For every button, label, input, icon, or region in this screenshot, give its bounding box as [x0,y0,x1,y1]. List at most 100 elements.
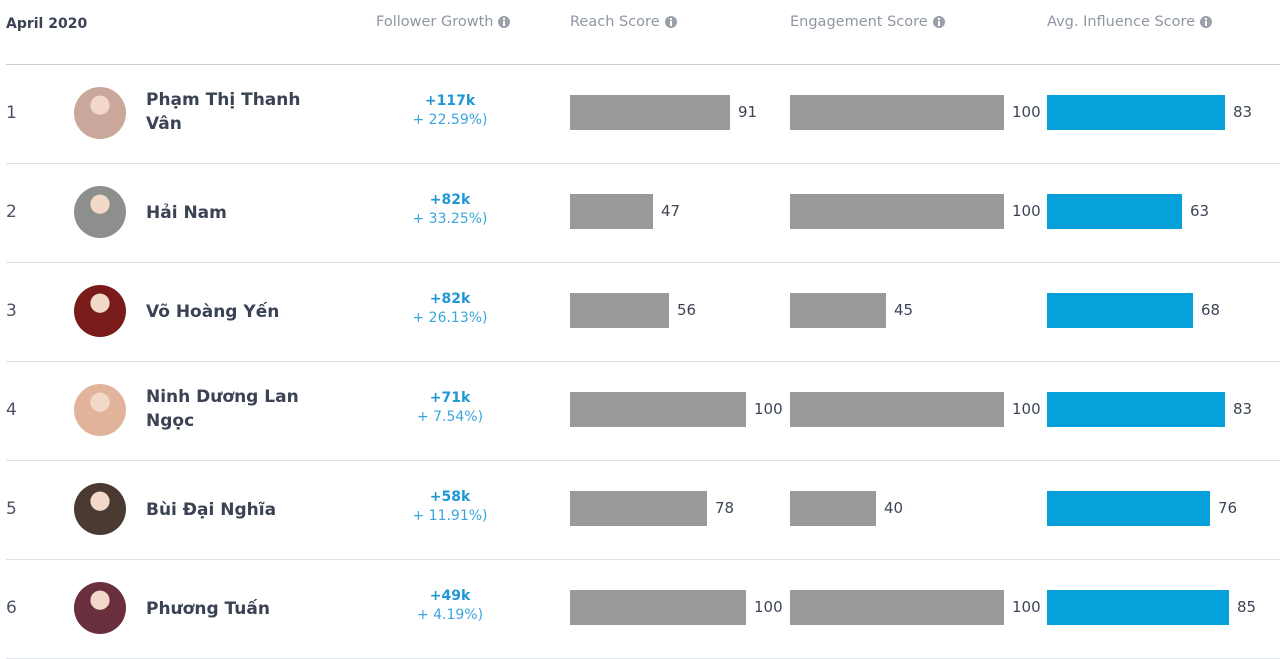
influence-score-value: 83 [1233,400,1253,418]
column-header-label: Avg. Influence Score [1047,14,1196,30]
column-header-follower-growth[interactable]: Follower Growth [376,14,511,30]
column-header-reach-score[interactable]: Reach Score [570,14,677,30]
growth-value: +117k [424,93,476,109]
avatar[interactable] [74,87,126,139]
ranking-list: 1 Phạm Thị Thanh Vân +117k + 22.59%) 91 100 83… [0,65,1280,659]
reach-score-value: 100 [754,598,783,616]
follower-growth: +49k + 4.19%) [400,588,500,623]
influence-score-bar [1047,590,1229,625]
growth-percent: + 11.91%) [412,508,488,524]
influence-score-bar [1047,194,1182,229]
growth-percent: + 7.54%) [416,409,484,425]
engagement-score-bar [790,392,1004,427]
engagement-score-bar [790,293,886,328]
engagement-score-value: 100 [1012,103,1041,121]
follower-growth: +82k + 26.13%) [400,291,500,326]
rank-number: 4 [6,400,17,420]
rank-number: 5 [6,499,17,519]
rank-number: 2 [6,202,17,222]
influence-score-bar [1047,491,1210,526]
reach-score-bar [570,392,746,427]
follower-growth: +82k + 33.25%) [400,192,500,227]
influence-score-value: 63 [1190,202,1210,220]
engagement-score-value: 45 [894,301,914,319]
influence-score-value: 68 [1201,301,1221,319]
influencer-name[interactable]: Ninh Dương Lan Ngọc [146,387,299,431]
avatar[interactable] [74,285,126,337]
growth-percent: + 26.13%) [412,310,488,326]
info-icon[interactable] [498,16,511,28]
rank-number: 3 [6,301,17,321]
influencer-name[interactable]: Hải Nam [146,203,227,223]
follower-growth: +71k + 7.54%) [400,390,500,425]
column-header-label: Follower Growth [376,14,494,30]
influence-score-bar [1047,392,1225,427]
table-header: April 2020 Follower Growth Reach Score E… [0,0,1280,64]
influencer-name[interactable]: Võ Hoàng Yến [146,302,280,322]
rank-number: 6 [6,598,17,618]
table-row[interactable]: 5 Bùi Đại Nghĩa +58k + 11.91%) 78 40 76 [6,461,1280,560]
rank-number: 1 [6,103,17,123]
reach-score-bar [570,590,746,625]
column-header-label: Engagement Score [790,14,928,30]
table-row[interactable]: 2 Hải Nam +82k + 33.25%) 47 100 63 [6,164,1280,263]
avatar[interactable] [74,384,126,436]
growth-value: +71k [429,390,471,406]
influencer-name[interactable]: Bùi Đại Nghĩa [146,500,277,520]
avatar[interactable] [74,186,126,238]
growth-percent: + 22.59%) [412,112,488,128]
reach-score-value: 47 [661,202,681,220]
influence-score-value: 83 [1233,103,1253,121]
table-row[interactable]: 1 Phạm Thị Thanh Vân +117k + 22.59%) 91 100 83 [6,65,1280,164]
table-row[interactable]: 3 Võ Hoàng Yến +82k + 26.13%) 56 45 68 [6,263,1280,362]
growth-value: +82k [429,192,471,208]
growth-percent: + 33.25%) [412,211,488,227]
influence-score-bar [1047,293,1193,328]
info-icon[interactable] [932,16,945,28]
growth-value: +49k [429,588,471,604]
engagement-score-bar [790,95,1004,130]
avatar[interactable] [74,483,126,535]
column-header-engagement-score[interactable]: Engagement Score [790,14,945,30]
avatar-image [74,483,126,535]
engagement-score-value: 100 [1012,400,1041,418]
reach-score-bar [570,293,669,328]
table-row[interactable]: 4 Ninh Dương Lan Ngọc +71k + 7.54%) 100 100 83 [6,362,1280,461]
table-row[interactable]: 6 Phương Tuấn +49k + 4.19%) 100 100 85 [6,560,1280,659]
growth-value: +58k [429,489,471,505]
reach-score-value: 78 [715,499,735,517]
column-header-influence-score[interactable]: Avg. Influence Score [1047,14,1213,30]
column-header-label: Reach Score [570,14,660,30]
follower-growth: +117k + 22.59%) [400,93,500,128]
info-icon[interactable] [664,16,677,28]
follower-growth: +58k + 11.91%) [400,489,500,524]
reach-score-value: 100 [754,400,783,418]
reach-score-value: 91 [738,103,758,121]
engagement-score-bar [790,194,1004,229]
growth-value: +82k [429,291,471,307]
influencer-name[interactable]: Phạm Thị Thanh Vân [146,90,301,134]
influence-score-value: 76 [1218,499,1238,517]
avatar-image [74,384,126,436]
avatar-image [74,285,126,337]
info-icon[interactable] [1200,16,1213,28]
avatar-image [74,87,126,139]
avatar-image [74,582,126,634]
avatar[interactable] [74,582,126,634]
growth-percent: + 4.19%) [416,607,484,623]
avatar-image [74,186,126,238]
engagement-score-value: 40 [884,499,904,517]
engagement-score-bar [790,491,876,526]
influencer-name[interactable]: Phương Tuấn [146,599,270,619]
engagement-score-bar [790,590,1004,625]
engagement-score-value: 100 [1012,598,1041,616]
reach-score-bar [570,491,707,526]
header-divider [6,64,1280,65]
period-label: April 2020 [6,16,88,32]
reach-score-value: 56 [677,301,697,319]
engagement-score-value: 100 [1012,202,1041,220]
reach-score-bar [570,95,730,130]
influence-score-bar [1047,95,1225,130]
influence-score-value: 85 [1237,598,1257,616]
reach-score-bar [570,194,653,229]
